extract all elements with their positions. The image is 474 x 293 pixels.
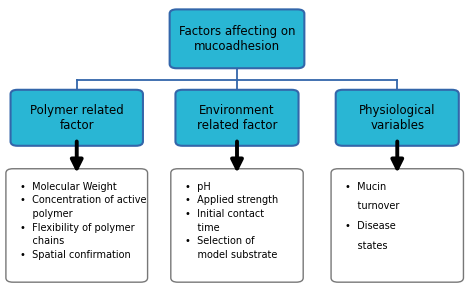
Text: •  Concentration of active: • Concentration of active: [20, 195, 146, 205]
FancyBboxPatch shape: [6, 169, 147, 282]
Text: Environment
related factor: Environment related factor: [197, 104, 277, 132]
Text: •  Flexibility of polymer: • Flexibility of polymer: [20, 223, 135, 233]
Text: model substrate: model substrate: [185, 250, 277, 260]
Text: •  Disease: • Disease: [345, 221, 396, 231]
Text: Factors affecting on
mucoadhesion: Factors affecting on mucoadhesion: [179, 25, 295, 53]
Text: •  Spatial confirmation: • Spatial confirmation: [20, 250, 130, 260]
FancyBboxPatch shape: [171, 169, 303, 282]
Text: turnover: turnover: [345, 202, 400, 212]
Text: Physiological
variables: Physiological variables: [359, 104, 436, 132]
FancyBboxPatch shape: [10, 90, 143, 146]
FancyBboxPatch shape: [175, 90, 299, 146]
Text: states: states: [345, 241, 388, 251]
Text: •  Molecular Weight: • Molecular Weight: [20, 182, 117, 192]
Text: •  Applied strength: • Applied strength: [185, 195, 278, 205]
FancyBboxPatch shape: [336, 90, 459, 146]
FancyBboxPatch shape: [170, 9, 304, 68]
Text: Polymer related
factor: Polymer related factor: [30, 104, 124, 132]
Text: chains: chains: [20, 236, 64, 246]
Text: •  Selection of: • Selection of: [185, 236, 254, 246]
Text: •  pH: • pH: [185, 182, 210, 192]
Text: •  Initial contact: • Initial contact: [185, 209, 264, 219]
FancyBboxPatch shape: [331, 169, 464, 282]
Text: time: time: [185, 223, 219, 233]
Text: polymer: polymer: [20, 209, 73, 219]
Text: •  Mucin: • Mucin: [345, 182, 386, 192]
